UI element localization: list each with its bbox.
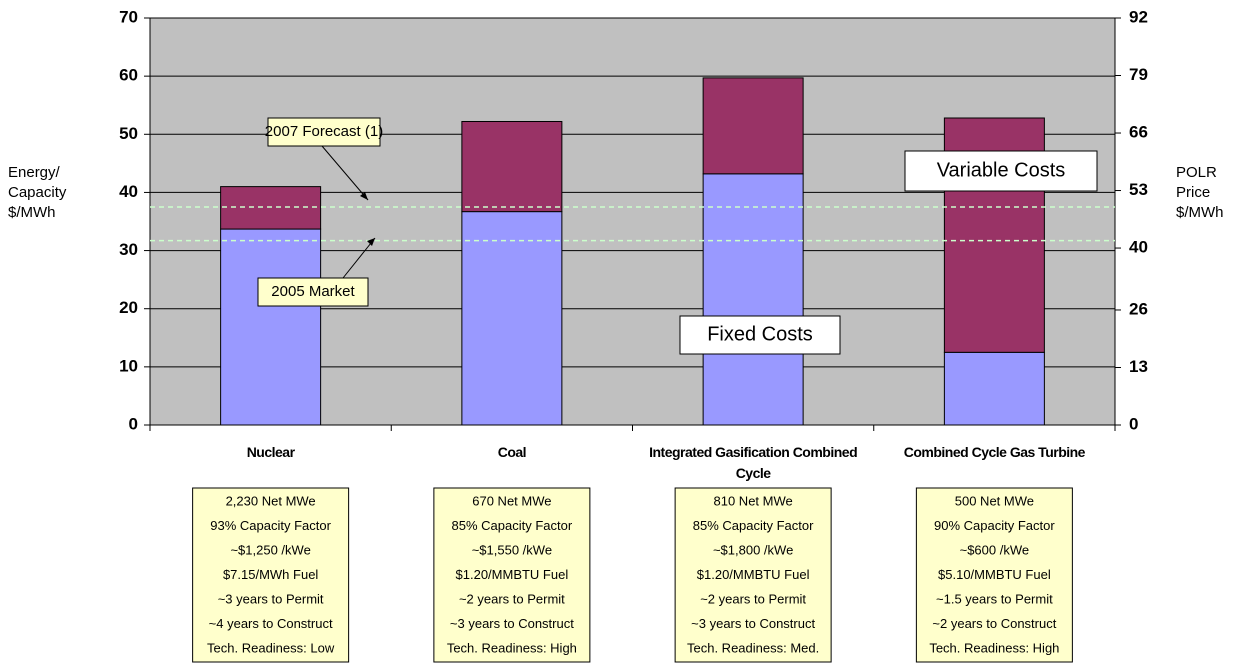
info-text: ~1.5 years to Permit: [936, 591, 1053, 606]
x-tick-label: Combined Cycle Gas Turbine: [903, 444, 1086, 460]
callout-box: [257, 277, 369, 307]
info-text: ~2 years to Construct: [932, 616, 1056, 631]
info-box: [674, 487, 832, 663]
callout-arrow: [321, 145, 369, 201]
info-text: ~$600 /kWe: [960, 542, 1030, 557]
info-text: ~$1,550 /kWe: [472, 542, 552, 557]
bar-segment: [461, 211, 563, 426]
info-text: 810 Net MWe: [714, 493, 793, 508]
info-text: ~$1,800 /kWe: [713, 542, 793, 557]
info-text: 500 Net MWe: [955, 493, 1034, 508]
bar-segment: [220, 228, 322, 426]
y-tick-label: 30: [119, 240, 138, 259]
y-tick-label: 40: [119, 182, 138, 201]
info-text: ~2 years to Permit: [700, 591, 806, 606]
series-label-box: [904, 150, 1098, 192]
info-text: 93% Capacity Factor: [210, 518, 331, 533]
y-tick-label: 10: [119, 356, 138, 375]
y-axis-label: Energy/ Capacity $/MWh: [8, 164, 67, 221]
series-label-box: [679, 315, 841, 355]
y2-tick-label: 66: [1129, 123, 1148, 142]
info-text: 2,230 Net MWe: [226, 493, 316, 508]
y2-axis-label: POLR Price $/MWh: [1176, 164, 1224, 221]
info-text: ~3 years to Construct: [450, 616, 574, 631]
info-text: $1.20/MMBTU Fuel: [456, 567, 569, 582]
x-tick-label: Nuclear: [246, 444, 295, 460]
info-text: $5.10/MMBTU Fuel: [938, 567, 1051, 582]
y2-tick-label: 92: [1129, 7, 1148, 26]
bar-segment: [220, 186, 322, 230]
y2-tick-label: 40: [1129, 238, 1148, 257]
info-text: 85% Capacity Factor: [693, 518, 814, 533]
info-text: ~3 years to Permit: [218, 591, 324, 606]
info-text: ~3 years to Construct: [691, 616, 815, 631]
callout-label: 2005 Market: [271, 283, 355, 300]
y-tick-label: 50: [119, 124, 138, 143]
info-text: Tech. Readiness: Med.: [687, 640, 819, 655]
callout-label: 2007 Forecast (1): [265, 123, 383, 140]
bar-segment: [702, 77, 804, 175]
y2-tick-label: 13: [1129, 357, 1148, 376]
y-tick-label: 60: [119, 66, 138, 85]
bar-segment: [461, 120, 563, 213]
info-text: Tech. Readiness: High: [929, 640, 1059, 655]
arrow-head: [360, 192, 368, 200]
y2-tick-label: 26: [1129, 299, 1148, 318]
info-box: [915, 487, 1073, 663]
info-text: $1.20/MMBTU Fuel: [697, 567, 810, 582]
x-tick-label: Coal: [497, 444, 527, 460]
bar-segment: [702, 173, 804, 426]
info-text: 670 Net MWe: [472, 493, 551, 508]
info-text: $7.15/MWh Fuel: [223, 567, 318, 582]
info-text: Tech. Readiness: High: [447, 640, 577, 655]
info-box: [192, 487, 350, 663]
callout-box: [267, 117, 381, 147]
bar-segment: [943, 351, 1045, 426]
info-text: 90% Capacity Factor: [934, 518, 1055, 533]
y2-tick-label: 53: [1129, 180, 1148, 199]
info-box: [433, 487, 591, 663]
y-tick-label: 0: [129, 414, 138, 433]
y-tick-label: 20: [119, 298, 138, 317]
callout-arrow: [342, 237, 376, 279]
y-tick-label: 70: [119, 7, 138, 26]
info-text: ~$1,250 /kWe: [230, 542, 310, 557]
y2-tick-label: 0: [1129, 414, 1138, 433]
info-text: ~4 years to Construct: [209, 616, 333, 631]
y2-tick-label: 79: [1129, 65, 1148, 84]
info-text: Tech. Readiness: Low: [207, 640, 335, 655]
arrow-head: [367, 238, 375, 246]
legend-label: Fixed Costs: [707, 323, 813, 345]
legend-label: Variable Costs: [937, 159, 1066, 181]
x-tick-label: Integrated Gasification Combined Cycle: [649, 444, 858, 481]
info-text: 85% Capacity Factor: [452, 518, 573, 533]
info-text: ~2 years to Permit: [459, 591, 565, 606]
